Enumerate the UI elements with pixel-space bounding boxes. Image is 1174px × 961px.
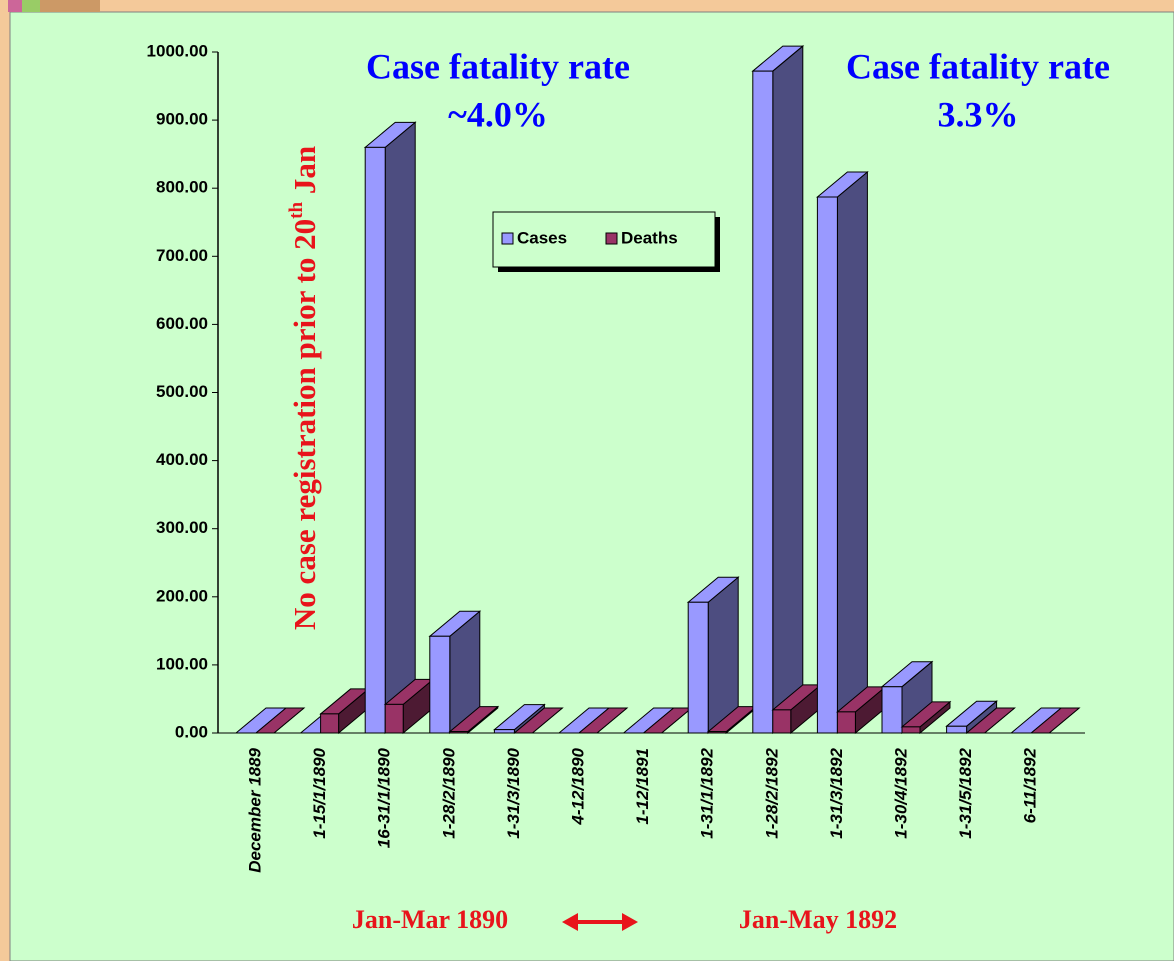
bar-front	[772, 709, 792, 734]
y-tick-label: 400.00	[156, 450, 208, 469]
y-tick-label: 700.00	[156, 246, 208, 265]
bar-front	[493, 729, 515, 734]
legend	[492, 211, 716, 268]
bar	[513, 707, 564, 734]
bar	[577, 707, 629, 734]
annotation: ~4.0%	[448, 94, 548, 134]
x-tick-label: 1-31/5/1892	[956, 747, 975, 838]
bar	[751, 45, 805, 735]
bar-front	[946, 725, 968, 734]
y-tick-label: 200.00	[156, 586, 208, 605]
bar-front	[836, 711, 856, 734]
bar-front	[429, 635, 451, 734]
bar-front	[881, 686, 903, 734]
bar-side	[707, 576, 739, 735]
bar-front	[384, 703, 404, 734]
bar-top	[513, 707, 564, 734]
bar	[448, 705, 500, 735]
bar	[1029, 707, 1081, 734]
y-tick-label: 800.00	[156, 178, 208, 197]
bar	[383, 678, 435, 735]
bar	[816, 170, 869, 735]
x-tick-label: 1-31/3/1890	[504, 747, 523, 838]
bar-side	[384, 121, 416, 735]
annotation: Case fatality rate	[846, 46, 1110, 86]
y-tick-label: 500.00	[156, 382, 208, 401]
bar	[254, 707, 306, 734]
y-tick-label: 900.00	[156, 110, 208, 129]
bar	[945, 700, 998, 735]
panel	[9, 11, 1174, 961]
bar-top	[1029, 707, 1081, 734]
bar	[428, 610, 482, 735]
x-tick-label: 16-31/1/1890	[375, 747, 394, 848]
bar	[686, 576, 740, 735]
y-tick-label: 1000.00	[147, 41, 208, 60]
x-tick-label: 1-30/4/1892	[891, 747, 910, 838]
bar-top	[965, 707, 1016, 734]
period-label: Jan-May 1892	[739, 905, 897, 934]
legend-swatch	[501, 232, 514, 245]
bar-front	[901, 726, 921, 734]
corner-icon	[22, 0, 40, 12]
bar-front	[707, 731, 727, 734]
bar	[363, 121, 417, 735]
bar-top	[577, 707, 629, 734]
legend-swatch	[605, 232, 618, 245]
bar	[880, 660, 934, 735]
bar	[771, 683, 823, 735]
bar-front	[816, 196, 838, 734]
bar-side	[772, 45, 804, 735]
note: No case registration prior to 20th Jan	[286, 146, 322, 630]
annotation: 3.3%	[938, 94, 1019, 134]
note-sup: th	[286, 202, 307, 219]
corner-icon	[40, 0, 100, 12]
bar-front	[687, 601, 709, 734]
x-tick-label: December 1889	[245, 747, 264, 872]
x-tick-label: 1-28/2/1890	[439, 747, 458, 838]
x-tick-label: 1-15/1/1890	[310, 747, 329, 838]
y-tick-label: 100.00	[156, 654, 208, 673]
x-tick-label: 1-31/3/1892	[827, 747, 846, 838]
bar-front	[752, 70, 774, 734]
y-tick-label: 600.00	[156, 314, 208, 333]
double-arrow	[562, 913, 638, 931]
x-tick-label: 1-28/2/1892	[762, 747, 781, 838]
bar-top	[254, 707, 306, 734]
y-tick-label: 0.00	[175, 722, 208, 741]
x-tick-label: 4-12/1890	[568, 747, 587, 825]
legend-label: Deaths	[621, 228, 678, 247]
annotation: Case fatality rate	[366, 46, 630, 86]
bar-front	[364, 146, 386, 734]
y-tick-label: 300.00	[156, 518, 208, 537]
x-tick-label: 1-12/1891	[633, 748, 652, 825]
bar-side	[836, 170, 868, 735]
bar-front	[320, 713, 340, 734]
bar	[900, 700, 952, 735]
bar	[319, 687, 370, 735]
x-tick-label: 1-31/1/1892	[698, 747, 717, 838]
note-text: No case registration prior to 20	[287, 219, 322, 630]
bar	[965, 707, 1016, 734]
x-tick-label: 6-11/1892	[1021, 747, 1040, 823]
period-label: Jan-Mar 1890	[352, 905, 508, 934]
corner-icon	[8, 0, 22, 12]
note-text: Jan	[287, 146, 322, 202]
legend-label: Cases	[517, 228, 567, 247]
bar-front	[449, 731, 469, 734]
